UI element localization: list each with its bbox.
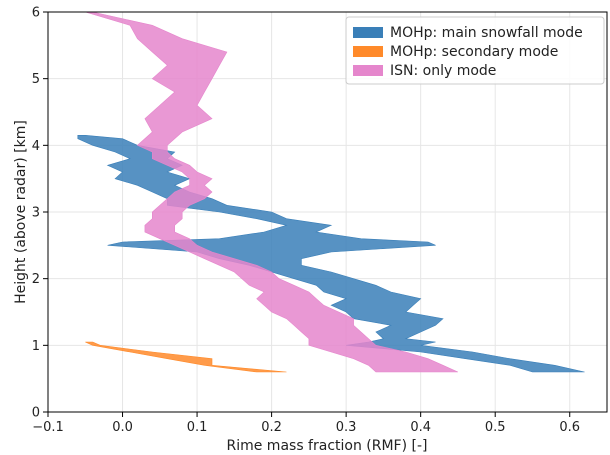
y-tick-label: 5 xyxy=(32,72,40,87)
x-tick-label: 0.3 xyxy=(336,420,357,435)
legend-label: MOHp: main snowfall mode xyxy=(390,25,583,41)
y-axis-label: Height (above radar) [km] xyxy=(13,120,29,304)
legend-swatch xyxy=(353,65,383,76)
legend-swatch xyxy=(353,27,383,38)
y-tick-label: 2 xyxy=(32,272,40,287)
x-tick-label: −0.1 xyxy=(32,420,64,435)
y-tick-label: 0 xyxy=(32,406,40,421)
legend-swatch xyxy=(353,46,383,57)
y-tick-label: 4 xyxy=(32,139,40,154)
x-tick-label: 0.5 xyxy=(485,420,506,435)
x-tick-label: 0.1 xyxy=(187,420,208,435)
series-band-2 xyxy=(85,341,287,373)
y-axis-ticks: 0 1 2 3 4 5 6 xyxy=(32,6,48,421)
x-tick-label: 0.2 xyxy=(261,420,282,435)
x-tick-label: 0.0 xyxy=(112,420,133,435)
y-tick-label: 1 xyxy=(32,339,40,354)
y-tick-label: 3 xyxy=(32,206,40,221)
x-tick-label: 0.4 xyxy=(410,420,431,435)
x-tick-label: 0.6 xyxy=(559,420,580,435)
legend-label: ISN: only mode xyxy=(390,63,496,79)
y-tick-label: 6 xyxy=(32,6,40,21)
legend: MOHp: main snowfall mode MOHp: secondary … xyxy=(345,16,605,85)
legend-box xyxy=(345,16,605,85)
series-band-1 xyxy=(77,135,585,373)
legend-label: MOHp: secondary mode xyxy=(390,44,558,60)
x-axis-label: Rime mass fraction (RMF) [-] xyxy=(226,438,427,454)
x-axis-ticks: −0.1 0.0 0.1 0.2 0.3 0.4 0.5 0.6 xyxy=(32,412,580,435)
